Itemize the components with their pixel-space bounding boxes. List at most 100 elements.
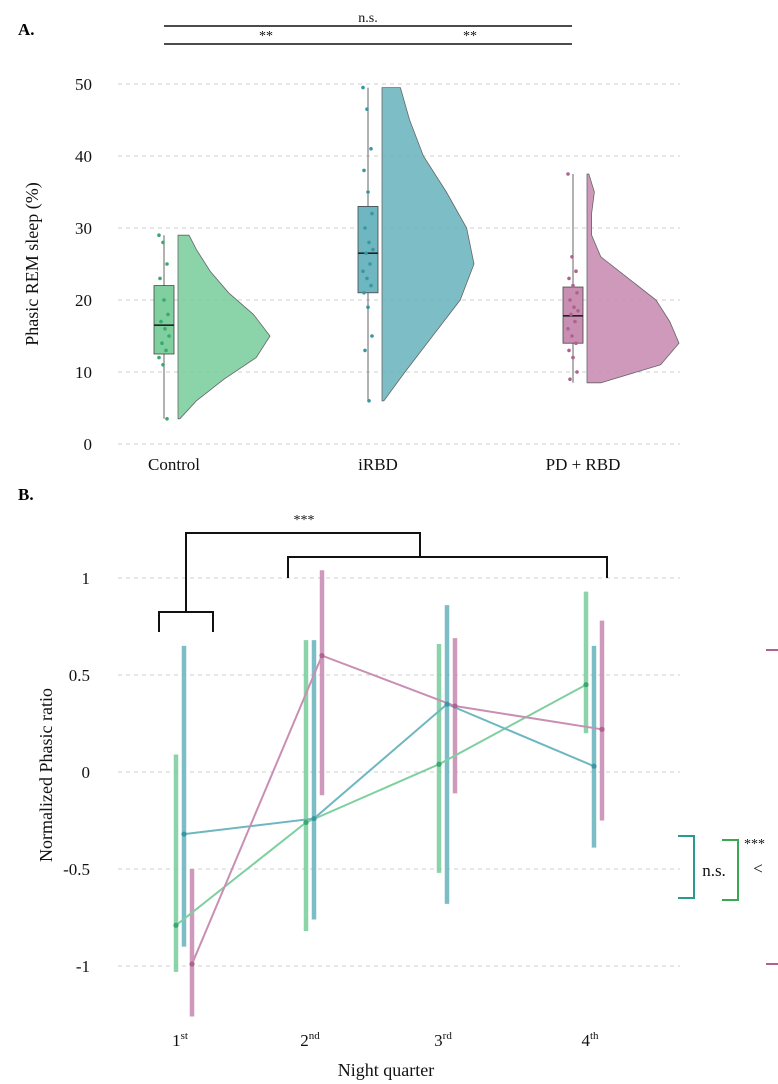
series-line (183, 702, 595, 836)
data-point (567, 348, 571, 353)
x-tick-label: 2nd (300, 1030, 320, 1050)
bracket-left (158, 611, 214, 632)
y-tick-label: 20 (75, 291, 92, 310)
series-point (599, 726, 605, 732)
panel-b-label: B. (18, 485, 34, 504)
data-point (363, 348, 367, 353)
data-point (163, 327, 167, 331)
significance-label: ** (463, 29, 477, 44)
panel-a-x-ticks: Control iRBD PD + RBD (148, 455, 620, 474)
panel-a-significance-bars: n.s. ** ** (164, 11, 572, 45)
y-tick-label: 0 (84, 435, 93, 454)
x-tick-base: 1 (172, 1031, 181, 1050)
series-point (583, 682, 589, 688)
data-point (362, 291, 366, 295)
data-point (361, 85, 365, 90)
data-point (157, 233, 161, 237)
data-point (568, 298, 572, 302)
panel-b-top-significance-bracket: *** (158, 513, 608, 632)
data-point (570, 254, 574, 259)
x-tick-label: Control (148, 455, 200, 474)
panel-a-density-clouds (177, 87, 680, 420)
panel-b: B. -1 -0.5 0 0.5 1 Normalized Phasic ratio 1… (18, 485, 778, 1080)
panel-a-points (157, 85, 580, 421)
data-point (575, 291, 579, 295)
data-point (574, 341, 578, 346)
box (153, 285, 175, 355)
density-cloud (381, 87, 475, 402)
panel-a: A. 0 10 20 30 40 50 Phasic REM sleep (%) Cont… (18, 11, 680, 474)
data-point (159, 319, 163, 324)
y-tick-label: -0.5 (63, 860, 90, 879)
data-point (572, 305, 576, 310)
series-point (303, 819, 309, 826)
data-point (363, 226, 367, 230)
panel-b-x-ticks: 1st 2nd 3rd 4th (172, 1030, 599, 1050)
data-point (157, 355, 161, 360)
x-tick-label: 3rd (434, 1030, 452, 1050)
y-tick-label: 30 (75, 219, 92, 238)
panel-b-error-bars (173, 570, 605, 1017)
green-bracket (722, 839, 739, 901)
panel-b-x-axis-label: Night quarter (338, 1060, 434, 1080)
data-point (371, 247, 375, 252)
data-point (161, 363, 165, 367)
data-point (364, 251, 368, 255)
x-tick-base: 2 (300, 1031, 309, 1050)
data-point (568, 377, 572, 382)
ns-label: n.s. (702, 861, 726, 880)
less-than-label: < (753, 859, 763, 878)
series-point (319, 653, 325, 659)
x-tick-superscript: nd (309, 1030, 321, 1042)
data-point (366, 305, 370, 310)
data-point (566, 327, 570, 331)
panel-a-label: A. (18, 20, 35, 39)
series-point (436, 761, 442, 767)
series-line (175, 683, 587, 927)
data-point (573, 319, 577, 324)
data-point (162, 298, 166, 302)
density-cloud (177, 234, 271, 420)
panel-a-y-ticks: 0 10 20 30 40 50 (75, 75, 92, 454)
right-stars-label: *** (744, 837, 765, 852)
y-tick-label: 0 (82, 763, 91, 782)
bracket-label: *** (294, 513, 315, 528)
data-point (569, 312, 573, 317)
x-tick-superscript: st (181, 1030, 188, 1042)
data-point (574, 269, 578, 274)
panel-b-series-lines (175, 654, 603, 965)
series-point (591, 763, 597, 769)
x-tick-base: 4 (581, 1031, 590, 1050)
bracket-connector (185, 532, 421, 612)
data-point (370, 334, 374, 338)
data-point (365, 107, 369, 111)
x-tick-base: 3 (434, 1031, 443, 1050)
data-point (576, 309, 580, 313)
x-tick-label: PD + RBD (546, 455, 621, 474)
data-point (566, 172, 570, 176)
x-tick-superscript: rd (443, 1030, 453, 1042)
data-point (161, 240, 165, 245)
series-point (444, 701, 450, 707)
series-point (452, 703, 458, 709)
data-point (365, 276, 369, 281)
series-point (311, 815, 317, 822)
significance-label: ** (259, 29, 273, 44)
data-point (575, 370, 579, 374)
y-tick-label: 50 (75, 75, 92, 94)
panel-b-y-axis-label: Normalized Phasic ratio (36, 688, 56, 862)
data-point (369, 147, 373, 151)
series-point (181, 831, 187, 837)
data-point (166, 312, 170, 317)
significance-label: n.s. (358, 11, 377, 26)
y-tick-label: -1 (76, 957, 90, 976)
series-point (189, 961, 195, 967)
data-point (158, 276, 162, 281)
data-point (570, 334, 574, 338)
data-point (164, 348, 168, 353)
series-line (191, 654, 603, 965)
y-tick-label: 10 (75, 363, 92, 382)
density-cloud (586, 173, 680, 384)
data-point (165, 262, 169, 266)
y-tick-label: 1 (82, 569, 91, 588)
